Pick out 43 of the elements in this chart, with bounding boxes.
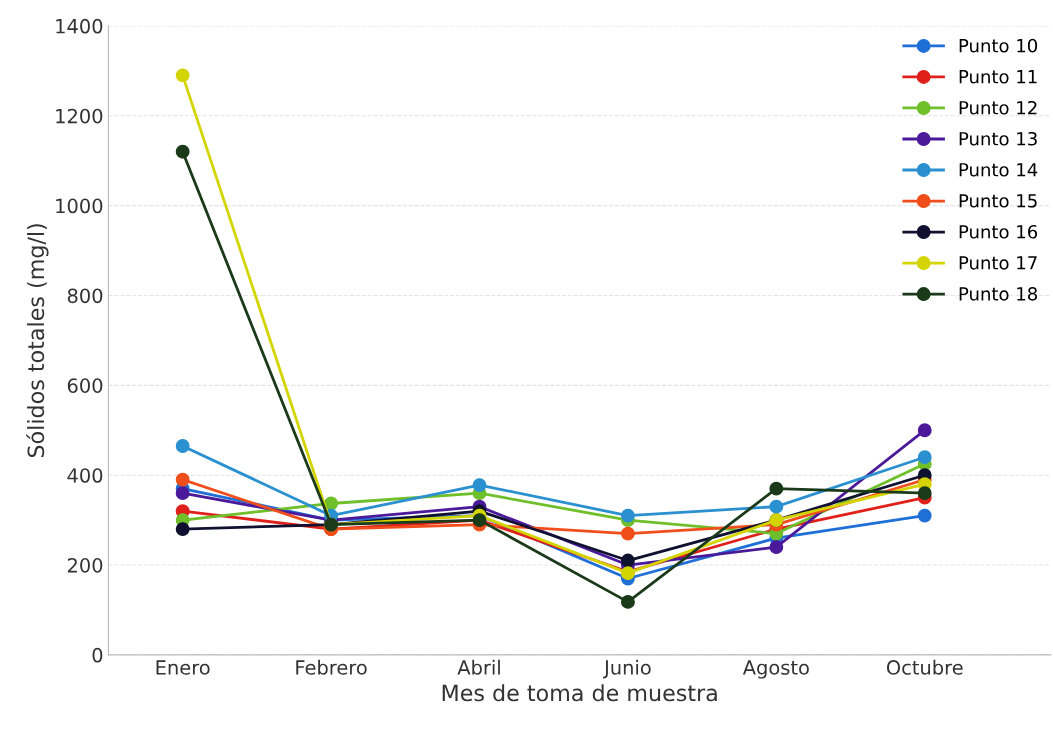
point (175, 522, 190, 537)
y-tick-label: 600 (67, 378, 103, 393)
y-tick-label: 1400 (56, 18, 103, 34)
y-tick-label: 1200 (56, 108, 103, 124)
legend-label: Punto 16 (959, 224, 1038, 239)
point (620, 526, 635, 541)
point (620, 553, 635, 568)
legend-label: Punto 15 (959, 194, 1037, 208)
y-tick-label: 0 (92, 647, 103, 663)
legend-label: Punto 13 (959, 131, 1037, 146)
point (769, 481, 784, 496)
x-tick-label: Enero (156, 660, 210, 675)
x-axis-title: Mes de toma de muestra (442, 684, 717, 702)
point (769, 540, 784, 555)
legend-label: Punto 12 (959, 100, 1037, 115)
point (620, 594, 635, 609)
point (917, 423, 932, 438)
point (917, 508, 932, 523)
y-axis-title: Sólidos totales (mg/l) (26, 224, 49, 458)
point (620, 508, 635, 523)
y-tick-label: 200 (67, 558, 103, 573)
y-tick-label: 800 (67, 288, 103, 304)
point (472, 478, 487, 493)
point (917, 486, 932, 501)
x-tick-label: Febrero (296, 659, 367, 675)
legend-label: Punto 14 (959, 163, 1038, 177)
point (175, 472, 190, 487)
y-tick-label: 400 (67, 468, 103, 483)
point (175, 68, 190, 83)
point (175, 439, 190, 453)
legend-label: Punto 11 (959, 70, 1037, 84)
point (175, 144, 190, 159)
x-tick-label: Agosto (742, 660, 809, 679)
y-tick-label: 1000 (56, 198, 103, 214)
legend-label: Punto 17 (959, 256, 1037, 270)
point (175, 486, 190, 501)
legend-label: Punto 10 (959, 38, 1038, 53)
x-tick-label: Junio (603, 659, 651, 679)
legend-label: Punto 18 (959, 286, 1038, 301)
point (917, 450, 932, 465)
point (769, 499, 784, 514)
x-tick-label: Abril (457, 659, 500, 675)
x-tick-label: Octubre (886, 659, 963, 675)
